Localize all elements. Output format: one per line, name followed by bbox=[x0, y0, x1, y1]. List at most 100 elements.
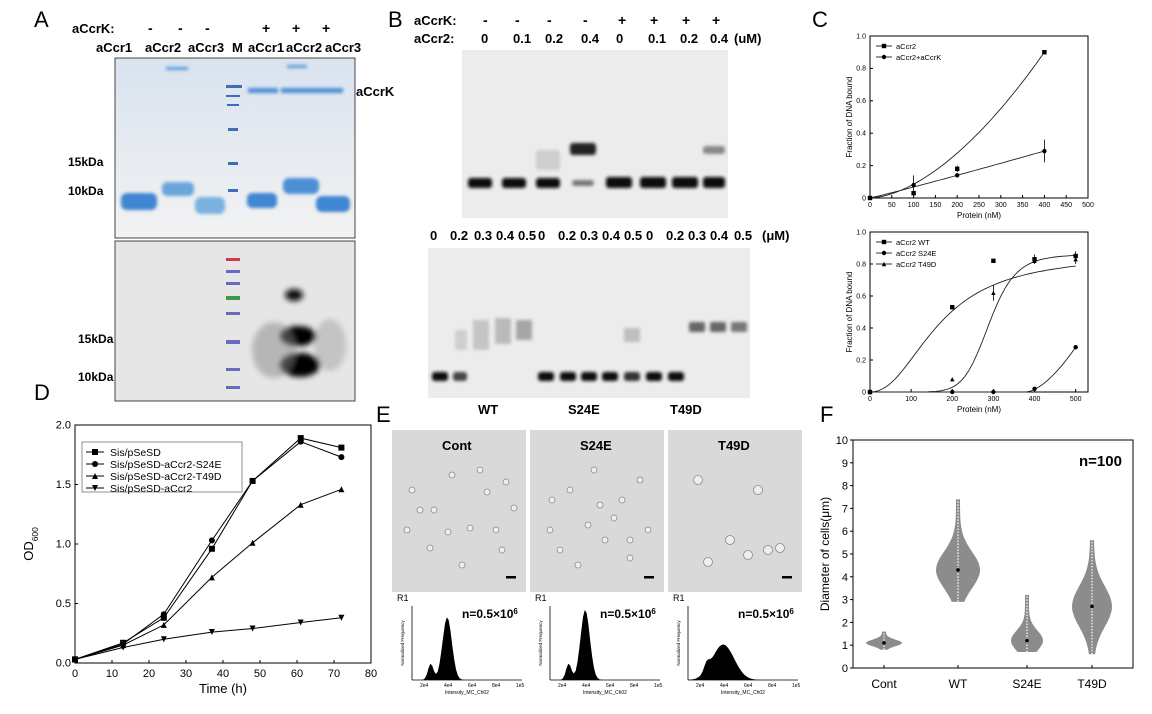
C-bottom-xtick-label: 200 bbox=[946, 396, 958, 403]
panel-b-letter: B bbox=[388, 7, 403, 32]
micrograph-label-0: Cont bbox=[442, 438, 472, 453]
F-ytick-label: 1 bbox=[842, 640, 848, 652]
conc-bottom-11: 0.2 bbox=[666, 228, 684, 243]
conc-bottom-10: 0 bbox=[646, 228, 653, 243]
aa-row-label: aCcrK: bbox=[72, 21, 115, 36]
hist-xlabel-2: Intensity_MC_Ch02 bbox=[721, 690, 765, 696]
point-circle-6 bbox=[338, 454, 345, 461]
C-bottom-xtick-label: 500 bbox=[1070, 396, 1082, 403]
cell bbox=[596, 501, 604, 509]
point-circle-5 bbox=[297, 438, 304, 445]
F-ylabel: Diameter of cells(μm) bbox=[818, 497, 832, 611]
C-bottom-xtick-label: 0 bbox=[868, 396, 872, 403]
sign-a-1: - bbox=[178, 20, 183, 36]
conc-bottom-5: 0 bbox=[538, 228, 545, 243]
cell bbox=[444, 528, 452, 536]
legend-box bbox=[81, 441, 243, 493]
point-triangle-6 bbox=[338, 486, 345, 493]
hist-xlabel-1: Intensity_MC_Ch02 bbox=[583, 690, 627, 696]
hist-ylabel-0: Normalized Frequency bbox=[400, 620, 405, 666]
cell bbox=[556, 546, 564, 554]
point-circle-2 bbox=[991, 389, 996, 395]
point-triangle-down-1 bbox=[120, 644, 127, 651]
legend-marker-0 bbox=[881, 43, 887, 49]
sign-b-2: - bbox=[547, 12, 552, 28]
conc-bottom-6: 0.2 bbox=[558, 228, 576, 243]
legend-label-0: aCcr2 WT bbox=[896, 238, 930, 247]
C-top-xtick-label: 100 bbox=[908, 202, 920, 209]
scale-bar bbox=[506, 576, 516, 579]
C-top-ytick-label: 0.4 bbox=[856, 131, 866, 138]
scale-bar bbox=[644, 576, 654, 579]
D-xtick-label: 0 bbox=[72, 668, 78, 680]
C-top-xtick-label: 450 bbox=[1060, 202, 1072, 209]
point-triangle-down-0 bbox=[72, 656, 78, 663]
legend-marker-0 bbox=[92, 449, 98, 455]
cell bbox=[566, 486, 574, 494]
lane-label-a-5: aCcr2 bbox=[286, 40, 322, 55]
C-bottom-ytick-label: 0.2 bbox=[856, 357, 866, 364]
conc-bottom-8: 0.4 bbox=[602, 228, 621, 243]
panel-b: B aCcrK: aCcr2: - - - - + + + + 0 0.1 0.2 0.4 0 0.1 0… bbox=[388, 7, 789, 417]
group-wt: WT bbox=[478, 402, 498, 417]
cell bbox=[775, 543, 785, 553]
F-ytick-label: 6 bbox=[842, 526, 848, 538]
violin-median-T49D bbox=[1090, 604, 1094, 609]
cell bbox=[636, 476, 644, 484]
lane-label-a-3: M bbox=[232, 40, 243, 55]
lane-label-a-0: aCcr1 bbox=[96, 40, 132, 55]
hist-n-exp: 6 bbox=[513, 607, 518, 616]
hist-tick-label: 6e4 bbox=[744, 683, 753, 689]
sign-b-0: - bbox=[483, 12, 488, 28]
cell bbox=[408, 486, 416, 494]
F-ytick-label: 3 bbox=[842, 595, 848, 607]
cell bbox=[483, 488, 491, 496]
point-circle-2 bbox=[955, 173, 960, 178]
hist-tick-label: 4e4 bbox=[720, 683, 729, 689]
D-xtick-label: 70 bbox=[328, 668, 340, 680]
conc-bottom-1: 0.2 bbox=[450, 228, 468, 243]
C-top-ytick-label: 0 bbox=[862, 195, 866, 202]
histogram-area-2 bbox=[688, 644, 798, 680]
cell bbox=[590, 466, 598, 474]
C-top-xtick-label: 250 bbox=[973, 202, 985, 209]
legend-marker-0 bbox=[881, 239, 887, 245]
F-category-S24E: S24E bbox=[1012, 677, 1041, 691]
legend-marker-1 bbox=[881, 54, 887, 60]
conc-bottom-0: 0 bbox=[430, 228, 437, 243]
C-top-ytick-label: 0.2 bbox=[856, 163, 866, 170]
C-bottom-ytick-label: 0.8 bbox=[856, 261, 866, 268]
hist-ylabel-1: Normalized Frequency bbox=[538, 620, 543, 666]
D-ytick-label: 1.0 bbox=[56, 539, 71, 551]
cell bbox=[743, 550, 753, 560]
point-triangle-down-3 bbox=[208, 629, 215, 636]
C-bottom-ytick-label: 0.4 bbox=[856, 325, 866, 332]
C-bottom-ylabel: Fraction of DNA bound bbox=[845, 272, 854, 353]
cell bbox=[584, 521, 592, 529]
hist-n-main: n=0.5×10 bbox=[600, 607, 652, 621]
cell bbox=[498, 546, 506, 554]
hist-tick-label: 1e5 bbox=[792, 683, 801, 689]
conc-top-6: 0.2 bbox=[680, 31, 698, 46]
C-top-xtick-label: 200 bbox=[951, 202, 963, 209]
gel-western-blot bbox=[114, 240, 356, 402]
C-bottom-xtick-label: 100 bbox=[905, 396, 917, 403]
conc-top-7: 0.4 bbox=[710, 31, 729, 46]
emsa-gel-top bbox=[462, 50, 728, 218]
conc-top-1: 0.1 bbox=[513, 31, 531, 46]
region-label-2: R1 bbox=[673, 593, 685, 603]
legend-marker-2 bbox=[881, 261, 887, 267]
hist-xlabel-0: Intensity_MC_Ch02 bbox=[445, 690, 489, 696]
cell bbox=[546, 526, 554, 534]
marker-15kda-top: 15kDa bbox=[68, 155, 104, 169]
cell bbox=[416, 506, 424, 514]
conc-bottom-7: 0.3 bbox=[580, 228, 598, 243]
legend-label-3: Sis/pSeSD-aCcr2 bbox=[110, 483, 192, 495]
micrograph-0 bbox=[392, 430, 526, 592]
panel-f-letter: F bbox=[820, 402, 833, 427]
lane-label-a-4: aCcr1 bbox=[248, 40, 284, 55]
micrograph-label-1: S24E bbox=[580, 438, 612, 453]
hist-n-label-1: n=0.5×106 bbox=[600, 607, 656, 622]
histogram-area-1 bbox=[550, 609, 660, 680]
C-top-ytick-label: 1.0 bbox=[856, 33, 866, 40]
